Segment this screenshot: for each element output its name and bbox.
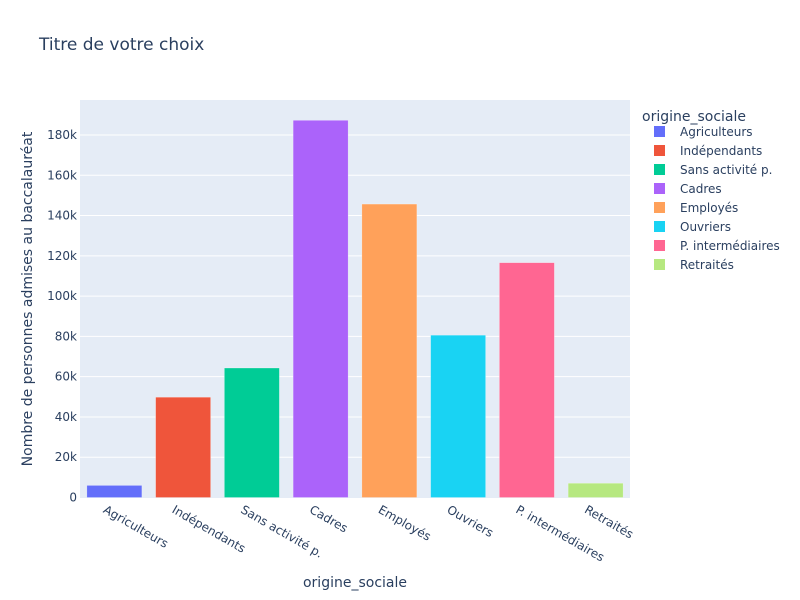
x-tick-label: Retraités: [582, 502, 636, 541]
legend-swatch[interactable]: [654, 202, 665, 213]
bar-agriculteurs[interactable]: [86, 485, 143, 498]
y-tick-label: 20k: [55, 450, 77, 464]
y-tick-label: 60k: [55, 370, 77, 384]
legend-item[interactable]: P. intermédiaires: [680, 239, 780, 253]
x-tick-label: Indépendants: [170, 502, 248, 555]
bar-ind-pendants[interactable]: [155, 396, 211, 498]
legend-item[interactable]: Cadres: [680, 182, 722, 196]
y-tick-label: 120k: [47, 249, 77, 263]
bar-p-interm-diaires[interactable]: [499, 262, 555, 498]
y-axis-label: Nombre de personnes admises au baccalaur…: [20, 131, 36, 466]
legend-title: origine_sociale: [642, 109, 746, 125]
x-tick-label: Agriculteurs: [101, 502, 171, 550]
x-tick-label: Cadres: [307, 502, 350, 535]
legend-swatch[interactable]: [654, 221, 665, 232]
legend-item[interactable]: Ouvriers: [680, 220, 731, 234]
legend-swatch[interactable]: [654, 183, 665, 194]
bar-sans-activit-p-[interactable]: [224, 367, 280, 498]
legend-item[interactable]: Indépendants: [680, 144, 762, 158]
legend-swatch[interactable]: [654, 126, 665, 137]
legend: origine_sociale Agriculteurs Indépendants…: [642, 109, 780, 272]
bar-employ-s[interactable]: [361, 203, 418, 498]
bar-retrait-s[interactable]: [567, 482, 624, 498]
bar-ouvriers[interactable]: [430, 334, 486, 498]
y-tick-label: 140k: [47, 209, 77, 223]
legend-item[interactable]: Employés: [680, 201, 738, 215]
legend-item[interactable]: Retraités: [680, 258, 734, 272]
legend-swatch[interactable]: [654, 259, 665, 270]
legend-swatch[interactable]: [654, 164, 665, 175]
x-tick-label: Employés: [376, 502, 434, 543]
y-tick-label: 160k: [47, 168, 77, 182]
x-tick-label: Ouvriers: [445, 502, 496, 540]
y-tick-label: 0: [69, 491, 77, 505]
legend-swatch[interactable]: [654, 145, 665, 156]
y-tick-label: 40k: [55, 410, 77, 424]
y-tick-label: 80k: [55, 329, 77, 343]
y-tick-label: 180k: [47, 128, 77, 142]
legend-item[interactable]: Sans activité p.: [680, 163, 772, 177]
y-tick-label: 100k: [47, 289, 77, 303]
legend-item[interactable]: Agriculteurs: [680, 125, 753, 139]
x-axis-label: origine_sociale: [303, 575, 407, 591]
chart-title: Titre de votre choix: [38, 35, 204, 55]
legend-swatch[interactable]: [654, 240, 665, 251]
bar-cadres[interactable]: [292, 120, 349, 498]
